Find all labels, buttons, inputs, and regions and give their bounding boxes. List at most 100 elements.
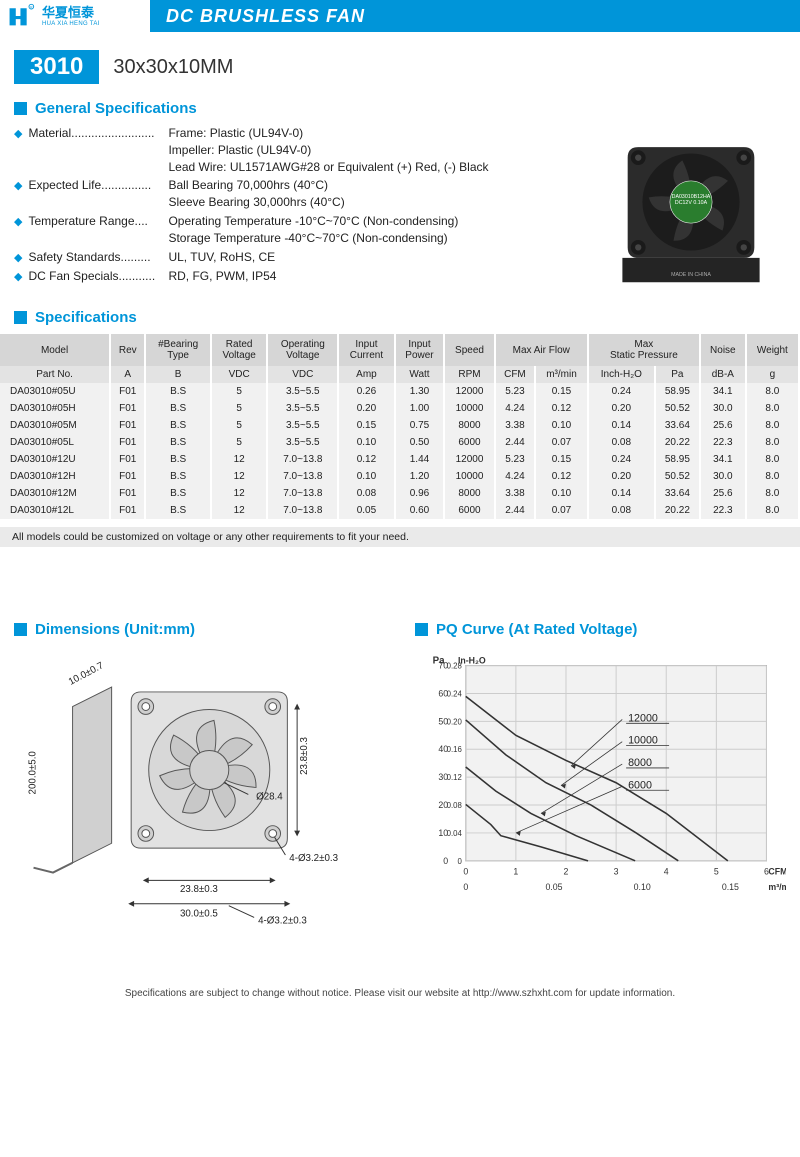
diamond-icon: ◆ [14, 179, 22, 211]
col-header: Noise [700, 334, 746, 366]
table-cell: 6000 [444, 502, 494, 519]
table-cell: F01 [110, 502, 145, 519]
svg-text:5: 5 [714, 866, 719, 876]
svg-text:12000: 12000 [628, 712, 658, 724]
svg-text:0.05: 0.05 [545, 882, 562, 892]
model-row: 3010 30x30x10MM [14, 50, 800, 84]
dim-label: 4-Ø3.2±0.3 [289, 853, 338, 864]
table-cell: 1.20 [395, 468, 445, 485]
table-cell: 7.0~13.8 [267, 468, 338, 485]
col-header: Speed [444, 334, 494, 366]
col-subheader: g [746, 366, 799, 383]
svg-text:0.15: 0.15 [722, 882, 739, 892]
col-header: InputPower [395, 334, 445, 366]
model-size: 30x30x10MM [113, 56, 233, 79]
col-subheader: Part No. [0, 366, 110, 383]
table-cell: 10000 [444, 468, 494, 485]
table-cell: 0.60 [395, 502, 445, 519]
spec-row: ◆Safety Standards.........UL, TUV, RoHS,… [14, 249, 586, 266]
table-cell: 0.20 [338, 400, 394, 417]
table-cell: 20.22 [655, 434, 700, 451]
header-bar: R 华夏恒泰 HUA XIA HENG TAI DC BRUSHLESS FAN [0, 0, 800, 32]
table-cell: 0.08 [338, 485, 394, 502]
model-badge: 3010 [14, 50, 99, 84]
table-note: All models could be customized on voltag… [0, 527, 800, 547]
table-cell: 25.6 [700, 485, 746, 502]
table-cell: 25.6 [700, 417, 746, 434]
table-cell: 12 [211, 468, 267, 485]
svg-text:CFM: CFM [768, 866, 786, 876]
table-cell: 0.96 [395, 485, 445, 502]
table-cell: 0.05 [338, 502, 394, 519]
table-cell: 0.12 [535, 400, 588, 417]
svg-text:0: 0 [463, 882, 468, 892]
table-cell: 0.14 [588, 417, 655, 434]
table-row: DA03010#05UF01B.S53.5~5.50.261.30120005.… [0, 383, 799, 400]
svg-text:0.08: 0.08 [447, 801, 462, 810]
table-cell: 8.0 [746, 400, 799, 417]
logo-en-text: HUA XIA HENG TAI [42, 21, 100, 27]
svg-text:m³/min: m³/min [768, 882, 786, 892]
table-cell: 3.5~5.5 [267, 434, 338, 451]
table-cell: 50.52 [655, 468, 700, 485]
col-subheader: CFM [495, 366, 535, 383]
spec-value: RD, FG, PWM, IP54 [168, 268, 586, 285]
table-cell: 3.5~5.5 [267, 417, 338, 434]
svg-text:0: 0 [443, 856, 448, 866]
table-cell: F01 [110, 417, 145, 434]
table-cell: 20.22 [655, 502, 700, 519]
table-cell: 5 [211, 417, 267, 434]
table-cell: 7.0~13.8 [267, 451, 338, 468]
table-cell: 1.44 [395, 451, 445, 468]
col-header: Max Air Flow [495, 334, 588, 366]
table-cell: B.S [145, 434, 211, 451]
table-cell: 12000 [444, 383, 494, 400]
table-cell: F01 [110, 485, 145, 502]
table-cell: 2.44 [495, 434, 535, 451]
svg-text:0: 0 [463, 866, 468, 876]
square-icon [14, 623, 27, 636]
page-title: DC BRUSHLESS FAN [166, 6, 365, 27]
table-cell: F01 [110, 451, 145, 468]
table-cell: 3.5~5.5 [267, 400, 338, 417]
table-row: DA03010#12MF01B.S127.0~13.80.080.9680003… [0, 485, 799, 502]
svg-text:Pa: Pa [433, 656, 446, 667]
lower-section: Dimensions (Unit:mm) [0, 607, 800, 938]
svg-text:3: 3 [614, 866, 619, 876]
col-subheader: VDC [267, 366, 338, 383]
dimension-diagram: 10.0±0.7 200.0±5.0 Ø28.4 23.8±0.3 4-Ø3.2… [14, 648, 385, 938]
spec-value: UL, TUV, RoHS, CE [168, 249, 586, 266]
table-cell: 10000 [444, 400, 494, 417]
table-cell: 5 [211, 400, 267, 417]
col-subheader: B [145, 366, 211, 383]
table-cell: 0.14 [588, 485, 655, 502]
svg-text:10000: 10000 [628, 735, 658, 747]
section-pq-title: PQ Curve (At Rated Voltage) [436, 621, 637, 638]
table-cell: F01 [110, 383, 145, 400]
table-cell: DA03010#12U [0, 451, 110, 468]
table-cell: DA03010#05U [0, 383, 110, 400]
svg-text:4: 4 [664, 866, 669, 876]
table-cell: F01 [110, 400, 145, 417]
table-cell: B.S [145, 451, 211, 468]
dim-label: 10.0±0.7 [67, 660, 106, 688]
table-cell: 30.0 [700, 400, 746, 417]
section-dims-title: Dimensions (Unit:mm) [35, 621, 195, 638]
diamond-icon: ◆ [14, 127, 22, 175]
diamond-icon: ◆ [14, 215, 22, 247]
svg-text:0.24: 0.24 [447, 689, 463, 698]
section-pq: PQ Curve (At Rated Voltage) [415, 621, 786, 638]
footer-note: Specifications are subject to change wit… [0, 988, 800, 1013]
table-cell: DA03010#12H [0, 468, 110, 485]
table-cell: 5.23 [495, 383, 535, 400]
svg-text:8000: 8000 [628, 757, 652, 769]
spec-table: ModelRev#BearingTypeRatedVoltageOperatin… [0, 334, 800, 519]
svg-text:0: 0 [458, 857, 463, 866]
table-cell: 0.10 [535, 485, 588, 502]
spec-row: ◆Temperature Range....Operating Temperat… [14, 213, 586, 247]
col-subheader: A [110, 366, 145, 383]
table-cell: 0.10 [338, 434, 394, 451]
svg-text:30.0±0.5: 30.0±0.5 [180, 908, 218, 919]
table-cell: 0.07 [535, 434, 588, 451]
table-cell: F01 [110, 468, 145, 485]
